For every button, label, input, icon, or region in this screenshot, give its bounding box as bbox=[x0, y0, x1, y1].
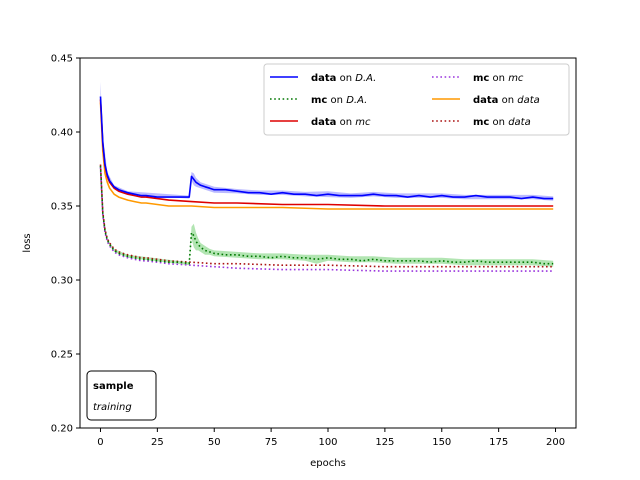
y-tick-label: 0.30 bbox=[51, 276, 73, 287]
legend-frame bbox=[263, 63, 570, 136]
y-axis-ticks: 0.20 0.25 0.30 0.35 0.40 0.45 bbox=[51, 54, 80, 435]
legend-label: data on mc bbox=[311, 117, 371, 128]
series-line-mc-on-da bbox=[99, 165, 554, 265]
annotation-line-1: sample bbox=[93, 381, 134, 392]
x-tick-label: 125 bbox=[375, 437, 394, 448]
legend-label: data on data bbox=[473, 95, 540, 106]
x-axis-ticks: 0 25 50 75 100 125 150 175 200 bbox=[97, 428, 565, 448]
annotation-frame bbox=[86, 370, 157, 421]
x-tick-label: 50 bbox=[208, 437, 221, 448]
legend-label: mc on data bbox=[473, 117, 531, 128]
series-line-data-on-data bbox=[99, 102, 554, 210]
x-tick-label: 25 bbox=[151, 437, 164, 448]
series-lines bbox=[99, 96, 554, 272]
confidence-band-2 bbox=[100, 161, 554, 267]
y-tick-label: 0.40 bbox=[51, 128, 73, 139]
legend-items: data on D.A. mc on D.A. data on mc mc on mc… bbox=[270, 73, 540, 128]
x-axis-label: epochs bbox=[310, 458, 346, 469]
y-axis-label: loss bbox=[22, 233, 33, 252]
legend-label: data on D.A. bbox=[311, 73, 376, 84]
x-tick-label: 175 bbox=[489, 437, 508, 448]
legend-label: mc on D.A. bbox=[311, 95, 367, 106]
x-tick-label: 150 bbox=[432, 437, 451, 448]
series-line-mc-on-mc bbox=[99, 167, 554, 272]
sample-annotation: sample training bbox=[86, 370, 157, 421]
x-tick-label: 100 bbox=[318, 437, 337, 448]
annotation-line-2: training bbox=[93, 402, 132, 413]
x-tick-label: 200 bbox=[546, 437, 565, 448]
y-tick-label: 0.35 bbox=[51, 202, 73, 213]
series-line-data-on-da bbox=[99, 96, 554, 200]
y-tick-label: 0.45 bbox=[51, 54, 73, 65]
legend-label: mc on mc bbox=[473, 73, 524, 84]
x-tick-label: 75 bbox=[265, 437, 278, 448]
legend: data on D.A. mc on D.A. data on mc mc on mc… bbox=[263, 63, 570, 136]
y-tick-label: 0.20 bbox=[51, 424, 73, 435]
series-line-mc-on-data bbox=[99, 164, 554, 268]
x-tick-label: 0 bbox=[97, 437, 103, 448]
y-tick-label: 0.25 bbox=[51, 350, 73, 361]
